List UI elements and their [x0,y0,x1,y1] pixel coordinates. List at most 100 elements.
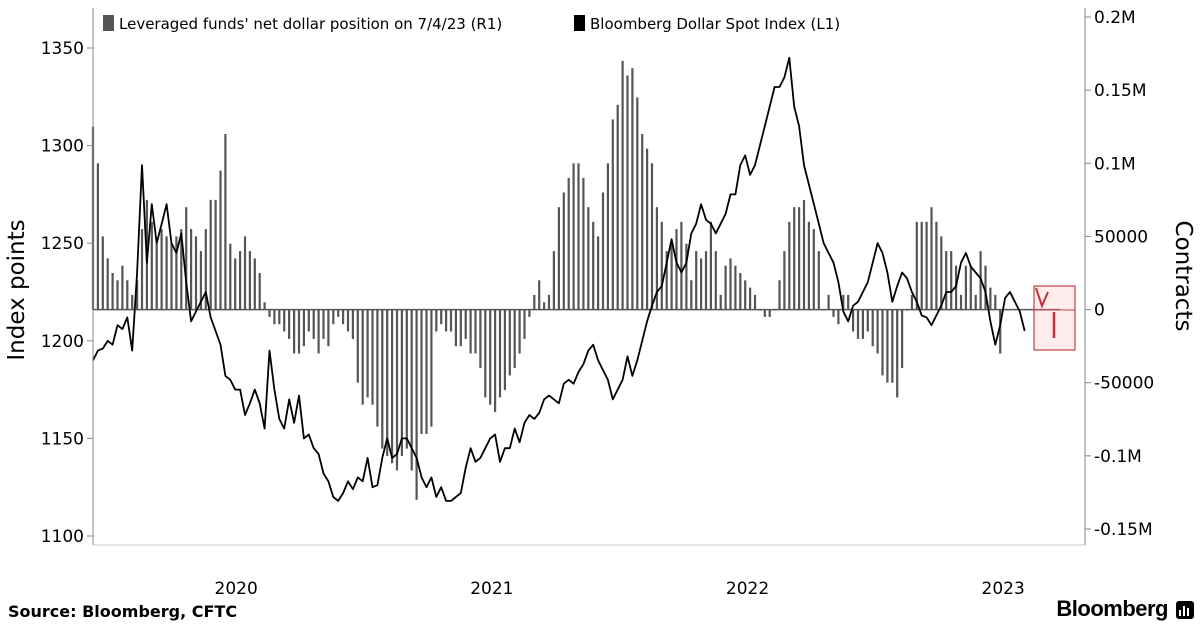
bar [219,170,222,310]
bar [557,207,560,310]
bar [297,309,301,354]
legend-label-line: Bloomberg Dollar Spot Index (L1) [590,15,840,33]
bar [116,280,119,310]
bar [577,163,580,310]
bar [131,294,134,310]
bar [170,243,173,310]
bar [616,104,619,310]
highlight-line-mark [1035,287,1049,309]
bar [332,309,335,325]
bar [739,273,742,310]
bar [400,309,403,456]
bar [670,243,673,310]
bar [827,294,830,310]
bar [307,309,310,332]
bar [930,207,933,310]
bar [381,309,384,449]
right-tick-label: -0.1M [1094,447,1142,467]
bar [136,280,139,310]
bar [214,199,217,310]
x-tick-label: 2020 [215,579,258,599]
bar [243,236,247,310]
bar [847,294,850,310]
bar [224,134,227,310]
bar [646,148,649,310]
bar [464,309,467,339]
bar [896,309,899,398]
bar [371,309,374,405]
bar [342,309,345,325]
bar [567,177,570,310]
bar [185,207,188,310]
bar [611,119,614,310]
axes: 1100 1150 1200 1250 1300 1350 0.2M 0.15M 0.1M 500… [41,8,1154,599]
bar [479,309,482,369]
bar [724,265,727,310]
legend-label-bars: Leveraged funds' net dollar position on … [119,15,502,33]
left-tick-label: 1300 [41,137,84,157]
bar [636,97,639,310]
bar [386,309,389,456]
bar [263,302,266,310]
bar [435,309,438,332]
bar [665,251,668,310]
bar [974,294,977,310]
bar [253,258,256,310]
bar [239,251,242,310]
bar [729,258,732,310]
bar [876,309,879,354]
bar [999,309,1002,354]
left-axis-title: Index points [4,219,30,360]
highlight-box [1033,285,1076,351]
legend-swatch-bars [103,15,114,31]
bar [910,294,913,310]
bar [812,229,815,310]
bar [150,221,153,310]
bar [494,309,497,412]
bar [410,309,413,471]
bar [327,309,330,347]
bar [234,258,237,310]
bar [587,207,590,310]
source-note: Source: Bloomberg, CFTC [8,602,238,621]
bar [660,221,663,310]
bar [753,294,757,310]
bar [763,309,766,317]
bar [278,309,281,325]
bar [650,163,654,310]
right-tick-label: 50000 [1094,227,1148,247]
bar [513,309,516,369]
bar [302,309,305,347]
bloomberg-chart-icon [1176,601,1194,619]
bar [592,221,595,310]
bar [950,251,953,310]
line-series [92,56,1026,502]
bar [945,251,948,310]
bar [714,251,717,310]
bar [445,309,448,332]
left-tick-label: 1250 [41,234,84,254]
bar [749,287,752,310]
bar [101,236,104,310]
bar [459,309,462,347]
bar [955,265,958,310]
bar [886,309,889,383]
x-tick-label: 2022 [726,579,769,599]
bar [312,309,315,339]
bar [768,309,771,317]
bar [626,75,629,310]
bar [842,294,845,310]
brand-logo-text: Bloomberg [1056,596,1168,621]
bar [165,236,168,310]
right-tick-label: 0.1M [1094,154,1136,174]
bar [734,265,737,310]
bar [802,199,806,310]
bar [469,309,472,354]
bar [915,221,918,310]
bar [837,309,840,325]
bar [454,309,457,347]
legend: Leveraged funds' net dollar position on … [103,15,840,33]
bar [935,221,938,310]
bar [572,163,575,310]
bar [709,221,712,310]
